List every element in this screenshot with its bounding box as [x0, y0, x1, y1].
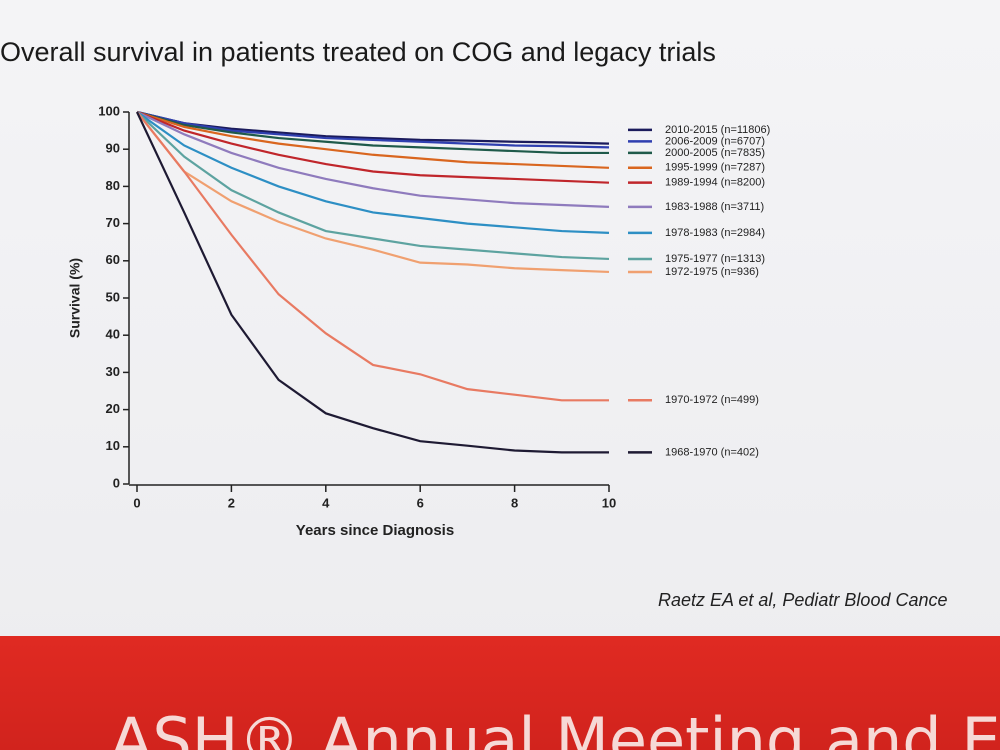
footer-band: ASH® Annual Meeting and Exp — [0, 636, 1000, 750]
y-axis-label: Survival (%) — [67, 258, 83, 338]
y-tick-label: 0 — [113, 475, 120, 490]
survival-line — [136, 110, 610, 169]
legend-label: 2006-2009 (n=6707) — [665, 135, 765, 147]
legend-label: 1995-1999 (n=7287) — [665, 162, 765, 174]
y-tick-label: 90 — [106, 141, 120, 156]
y-tick-label: 80 — [106, 178, 120, 193]
chart-title: Overall survival in patients treated on … — [0, 37, 716, 67]
x-tick-label: 8 — [511, 495, 518, 510]
legend-label: 1970-1972 (n=499) — [665, 394, 759, 406]
survival-line — [136, 111, 610, 274]
legend-label: 1972-1975 (n=936) — [665, 266, 759, 278]
y-tick-label: 30 — [106, 364, 120, 379]
x-tick-label: 2 — [228, 495, 235, 510]
y-tick-label: 60 — [106, 252, 120, 267]
survival-line — [136, 110, 610, 149]
survival-line — [136, 110, 610, 184]
legend-label: 1978-1983 (n=2984) — [665, 227, 765, 239]
y-tick-label: 50 — [106, 289, 120, 304]
x-tick-label: 4 — [322, 495, 330, 510]
y-tick-label: 10 — [106, 438, 120, 453]
x-axis-label: Years since Diagnosis — [296, 522, 454, 539]
survival-line — [136, 111, 609, 402]
x-tick-label: 0 — [133, 495, 140, 510]
survival-line — [136, 111, 610, 234]
y-tick-label: 40 — [106, 327, 120, 342]
x-tick-label: 6 — [417, 495, 424, 510]
legend-label: 1983-1988 (n=3711) — [665, 201, 764, 213]
legend-label: 1989-1994 (n=8200) — [665, 177, 765, 189]
y-tick-label: 70 — [106, 215, 120, 230]
legend-label: 2000-2005 (n=7835) — [665, 147, 765, 159]
legend-label: 1968-1970 (n=402) — [665, 446, 759, 458]
citation: Raetz EA et al, Pediatr Blood Cance — [658, 590, 948, 610]
y-tick-label: 100 — [98, 103, 120, 118]
survival-line — [136, 110, 609, 155]
x-tick-label: 10 — [602, 495, 616, 510]
legend-label: 2010-2015 (n=11806) — [665, 124, 770, 136]
footer-text: ASH® Annual Meeting and Exp — [110, 704, 1000, 750]
y-tick-label: 20 — [106, 401, 120, 416]
survival-line — [136, 111, 610, 261]
chart: Overall survival in patients treated on … — [0, 37, 770, 539]
survival-line — [136, 111, 610, 208]
legend-label: 1975-1977 (n=1313) — [665, 253, 765, 265]
survival-line — [136, 111, 609, 454]
survival-line — [136, 110, 610, 145]
